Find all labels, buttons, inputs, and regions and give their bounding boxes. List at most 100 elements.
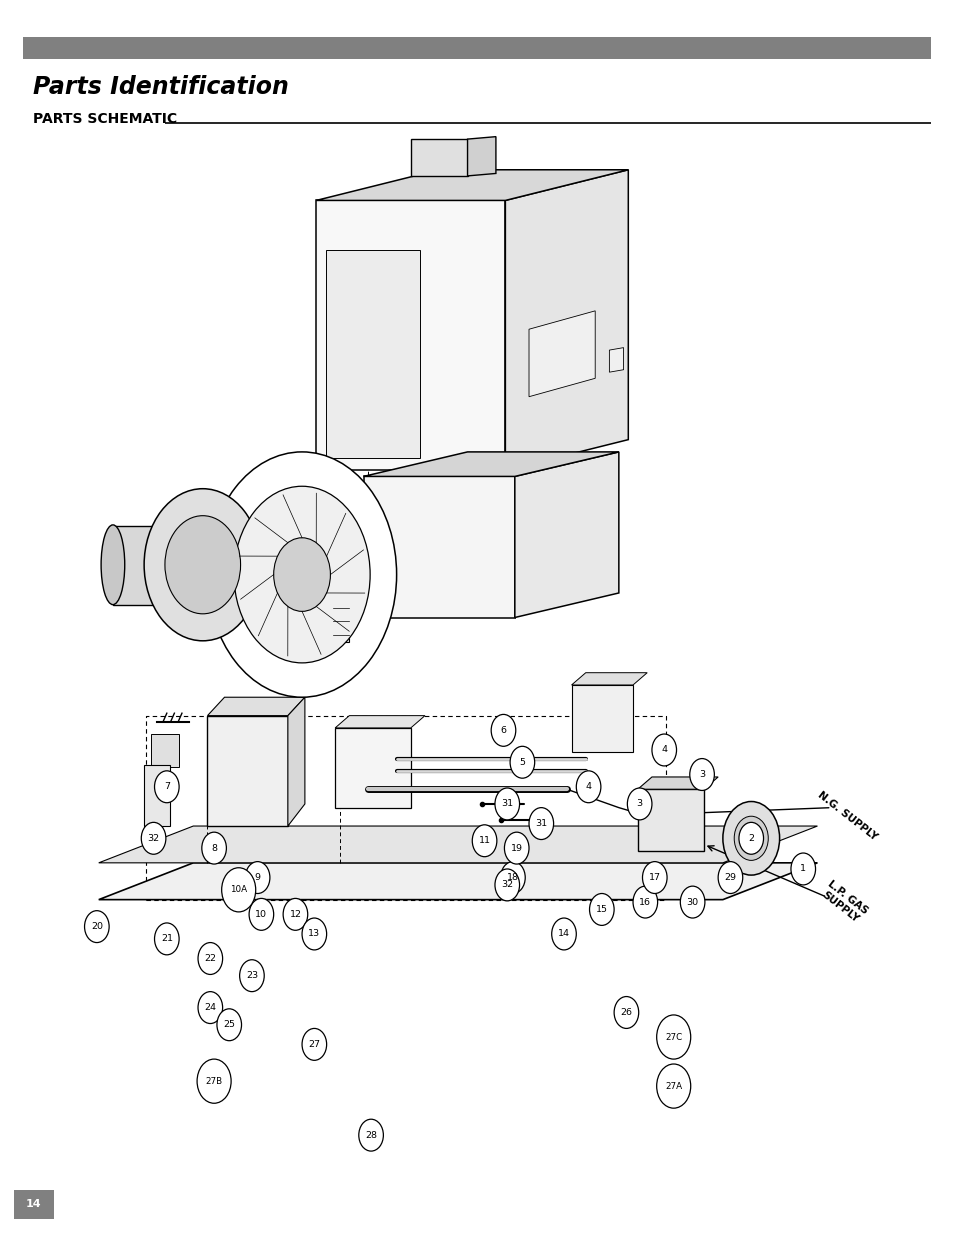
Circle shape bbox=[656, 1065, 690, 1108]
Polygon shape bbox=[529, 311, 595, 396]
Circle shape bbox=[85, 910, 109, 942]
Circle shape bbox=[198, 992, 222, 1024]
Polygon shape bbox=[363, 477, 515, 618]
Circle shape bbox=[239, 960, 264, 992]
Circle shape bbox=[739, 823, 762, 855]
Polygon shape bbox=[333, 593, 349, 642]
Text: 27: 27 bbox=[308, 1040, 320, 1049]
Text: 20: 20 bbox=[91, 923, 103, 931]
Polygon shape bbox=[467, 137, 496, 175]
Bar bbox=[13, 1191, 54, 1219]
Text: Parts Identification: Parts Identification bbox=[32, 75, 288, 99]
Circle shape bbox=[641, 862, 666, 893]
Text: 12: 12 bbox=[289, 910, 301, 919]
Circle shape bbox=[237, 540, 253, 559]
Circle shape bbox=[221, 868, 255, 911]
Circle shape bbox=[500, 862, 525, 893]
Text: 26: 26 bbox=[619, 1008, 632, 1016]
Circle shape bbox=[302, 1029, 326, 1061]
Circle shape bbox=[718, 862, 742, 893]
Text: 4: 4 bbox=[585, 782, 591, 792]
Polygon shape bbox=[325, 249, 420, 458]
Text: 14: 14 bbox=[558, 930, 569, 939]
Text: 32: 32 bbox=[500, 881, 513, 889]
Text: N.G. SUPPLY: N.G. SUPPLY bbox=[815, 790, 879, 842]
Circle shape bbox=[734, 816, 767, 861]
Text: 32: 32 bbox=[148, 834, 159, 842]
Text: PARTS SCHEMATIC: PARTS SCHEMATIC bbox=[32, 112, 176, 126]
Polygon shape bbox=[638, 789, 703, 851]
Text: 27B: 27B bbox=[205, 1077, 222, 1086]
Polygon shape bbox=[151, 734, 179, 767]
Text: 31: 31 bbox=[500, 799, 513, 809]
Polygon shape bbox=[515, 452, 618, 618]
Polygon shape bbox=[315, 169, 628, 200]
Circle shape bbox=[551, 918, 576, 950]
Circle shape bbox=[197, 1060, 231, 1103]
Circle shape bbox=[218, 536, 233, 556]
Text: 7: 7 bbox=[164, 782, 170, 792]
Ellipse shape bbox=[101, 525, 125, 605]
Circle shape bbox=[358, 1119, 383, 1151]
Polygon shape bbox=[335, 715, 424, 727]
Text: 10A: 10A bbox=[230, 885, 247, 894]
Circle shape bbox=[233, 487, 370, 663]
Bar bbox=[112, 526, 203, 605]
Circle shape bbox=[633, 887, 657, 918]
Circle shape bbox=[154, 923, 179, 955]
Polygon shape bbox=[315, 200, 505, 471]
Circle shape bbox=[689, 758, 714, 790]
Circle shape bbox=[589, 893, 614, 925]
Text: L.P. GAS
SUPPLY: L.P. GAS SUPPLY bbox=[818, 879, 868, 925]
Polygon shape bbox=[98, 826, 817, 863]
Polygon shape bbox=[571, 673, 646, 685]
Text: 31: 31 bbox=[535, 819, 547, 829]
Circle shape bbox=[504, 832, 529, 864]
Bar bbox=[23, 37, 930, 59]
Text: 16: 16 bbox=[639, 898, 651, 906]
Circle shape bbox=[627, 788, 651, 820]
Text: 24: 24 bbox=[204, 1003, 216, 1011]
Polygon shape bbox=[638, 777, 718, 789]
Circle shape bbox=[679, 887, 704, 918]
Circle shape bbox=[283, 898, 308, 930]
Text: 21: 21 bbox=[161, 935, 172, 944]
Text: 6: 6 bbox=[500, 726, 506, 735]
Text: 11: 11 bbox=[478, 836, 490, 845]
Circle shape bbox=[495, 788, 519, 820]
Polygon shape bbox=[411, 140, 467, 175]
Circle shape bbox=[202, 832, 226, 864]
Circle shape bbox=[274, 537, 330, 611]
Circle shape bbox=[216, 1009, 241, 1041]
Circle shape bbox=[141, 823, 166, 855]
Circle shape bbox=[213, 571, 229, 590]
Text: 27A: 27A bbox=[664, 1082, 681, 1091]
Polygon shape bbox=[144, 764, 170, 826]
Circle shape bbox=[656, 1015, 690, 1060]
Circle shape bbox=[144, 489, 261, 641]
Text: 18: 18 bbox=[506, 873, 518, 882]
Polygon shape bbox=[207, 715, 288, 826]
Text: 23: 23 bbox=[246, 971, 257, 981]
Text: 28: 28 bbox=[365, 1131, 376, 1140]
Text: 14: 14 bbox=[26, 1199, 42, 1209]
Text: 17: 17 bbox=[648, 873, 660, 882]
Text: 5: 5 bbox=[518, 758, 525, 767]
Text: 25: 25 bbox=[223, 1020, 235, 1029]
Circle shape bbox=[614, 997, 639, 1029]
Polygon shape bbox=[363, 452, 618, 477]
Text: 29: 29 bbox=[723, 873, 736, 882]
Circle shape bbox=[790, 853, 815, 885]
Circle shape bbox=[651, 734, 676, 766]
Polygon shape bbox=[505, 169, 628, 471]
Polygon shape bbox=[98, 863, 817, 899]
Circle shape bbox=[722, 802, 779, 876]
Circle shape bbox=[198, 942, 222, 974]
Circle shape bbox=[576, 771, 600, 803]
Text: 4: 4 bbox=[660, 746, 666, 755]
Text: 3: 3 bbox=[699, 769, 704, 779]
Circle shape bbox=[510, 746, 534, 778]
Text: 8: 8 bbox=[211, 844, 217, 852]
Polygon shape bbox=[207, 698, 305, 715]
Circle shape bbox=[495, 869, 519, 900]
